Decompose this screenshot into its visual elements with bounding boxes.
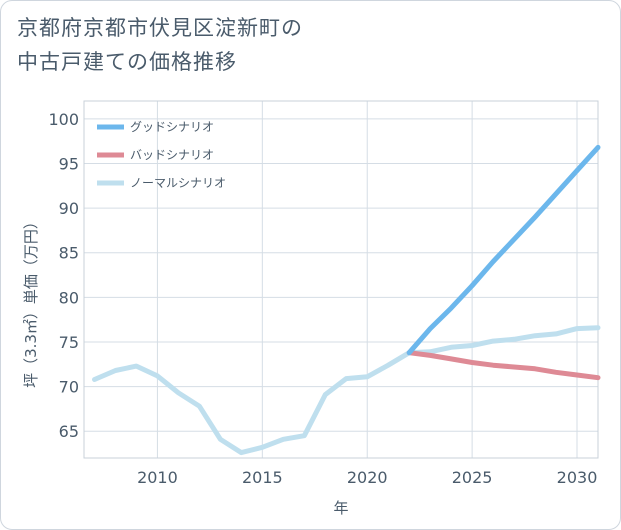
series-layer <box>92 144 601 456</box>
x-tick-label: 2015 <box>242 468 283 487</box>
y-tick-label: 65 <box>59 422 79 441</box>
x-tick-label: 2030 <box>557 468 598 487</box>
x-tick-label: 2020 <box>347 468 388 487</box>
x-tick-label: 2010 <box>137 468 178 487</box>
y-tick-label: 95 <box>59 154 79 173</box>
legend-label-2: バッドシナリオ <box>130 148 214 162</box>
x-tick-labels: 2010 2015 2020 2025 2030 <box>137 468 597 487</box>
y-tick-label: 85 <box>59 244 79 263</box>
chart-title-line-2: 中古戸建ての価格推移 <box>17 50 237 74</box>
plot-frame <box>83 100 599 459</box>
series-line-3 <box>92 325 601 456</box>
y-tick-label: 100 <box>48 110 79 129</box>
y-tick-label: 75 <box>59 333 79 352</box>
x-axis-label: 年 <box>333 499 348 517</box>
legend-label-1: グッドシナリオ <box>130 120 214 134</box>
chart-title-line-1: 京都府京都市伏見区淀新町の <box>17 16 303 40</box>
grid-lines <box>84 101 598 458</box>
series-line-1 <box>406 144 601 356</box>
y-tick-label: 90 <box>59 199 79 218</box>
x-tick-label: 2025 <box>452 468 493 487</box>
y-axis-label: 坪（3.3㎡）単価（万円） <box>22 214 40 388</box>
y-tick-label: 70 <box>59 378 79 397</box>
legend-label-3: ノーマルシナリオ <box>130 176 226 190</box>
series-line-2 <box>406 350 601 381</box>
y-tick-labels: 65 70 75 80 85 90 95 100 <box>48 110 79 441</box>
y-tick-label: 80 <box>59 288 79 307</box>
chart-title: 京都府京都市伏見区淀新町の 中古戸建ての価格推移 <box>17 11 303 79</box>
